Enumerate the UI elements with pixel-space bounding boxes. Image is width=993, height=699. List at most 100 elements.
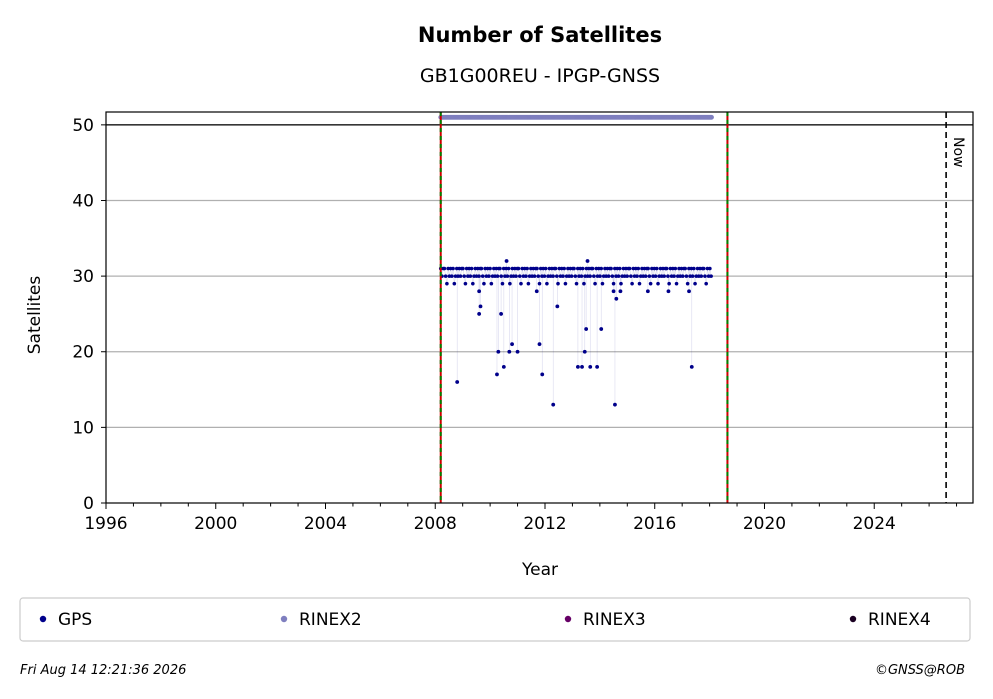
gps-point — [445, 281, 449, 286]
gps-point — [501, 266, 506, 271]
gps-point — [594, 266, 599, 271]
gps-outlier-point — [507, 349, 512, 354]
gps-point — [446, 266, 450, 271]
gps-point — [468, 274, 473, 278]
gps-point — [498, 266, 502, 271]
gps-point — [646, 266, 650, 271]
gps-point — [505, 274, 510, 278]
gps-connecting-line — [440, 260, 712, 405]
gps-point — [456, 274, 460, 278]
gps-point — [500, 281, 505, 286]
gps-point — [453, 274, 458, 278]
x-tick-label-2008: 2008 — [414, 514, 457, 534]
gps-point — [548, 274, 553, 278]
gps-point — [484, 274, 489, 278]
gps-point — [475, 266, 480, 271]
gps-point — [606, 274, 611, 278]
gps-outlier-point — [540, 372, 545, 377]
gps-point — [499, 274, 504, 278]
gps-point — [480, 274, 485, 278]
gps-point — [666, 274, 670, 278]
gps-point — [504, 266, 508, 271]
gps-outlier-point — [551, 402, 556, 407]
gps-outlier-point — [689, 364, 694, 369]
gps-point — [553, 266, 558, 271]
gps-point — [708, 266, 712, 271]
gps-point — [540, 274, 544, 278]
gps-point — [527, 274, 532, 278]
gps-point — [685, 281, 690, 286]
legend-marker-rinex3 — [564, 615, 572, 623]
gps-point — [569, 274, 574, 278]
legend-label-rinex3: RINEX3 — [583, 610, 646, 630]
gps-point — [621, 266, 626, 271]
gps-point — [638, 274, 643, 278]
gps-point — [642, 266, 647, 271]
gps-point — [619, 281, 623, 286]
gps-outlier-point — [477, 289, 482, 294]
gps-point — [661, 266, 665, 271]
gps-point — [495, 274, 500, 278]
legend: GPS RINEX2 RINEX3 RINEX4 — [39, 610, 931, 630]
chart-title: Number of Satellites — [418, 23, 662, 47]
gps-point — [513, 266, 517, 271]
gps-point — [622, 274, 627, 278]
gps-point — [522, 266, 527, 271]
gps-point — [566, 266, 570, 271]
gps-point — [671, 266, 675, 271]
gps-point — [706, 274, 711, 278]
gps-outlier-point — [580, 364, 584, 369]
gps-point — [487, 274, 491, 278]
gps-point — [587, 266, 591, 271]
gps-point — [634, 266, 638, 271]
chart-subtitle: GB1G00REU - IPGP-GNSS — [420, 65, 660, 87]
gps-point — [703, 274, 707, 278]
gps-point — [605, 266, 610, 271]
gps-point — [511, 274, 516, 278]
gps-point — [614, 274, 618, 278]
gps-point — [493, 274, 497, 278]
gps-point — [535, 266, 539, 271]
gps-point — [529, 266, 533, 271]
gps-point — [452, 281, 457, 286]
gps-point — [610, 274, 615, 278]
gps-point — [627, 266, 632, 271]
x-tick-label-2012: 2012 — [523, 514, 566, 534]
gps-point — [615, 266, 620, 271]
gps-point — [592, 274, 596, 278]
gps-point — [688, 274, 692, 278]
gps-point — [508, 281, 512, 286]
gps-point — [447, 274, 452, 278]
gps-point — [588, 274, 592, 278]
gps-point — [593, 281, 597, 286]
gps-outlier-point — [555, 304, 560, 309]
gps-point — [690, 274, 695, 278]
gps-point — [537, 281, 542, 286]
gps-point — [577, 274, 581, 278]
gps-point — [543, 266, 548, 271]
x-axis-label: Year — [521, 560, 558, 580]
gps-point — [667, 281, 671, 286]
gps-point — [464, 266, 469, 271]
gps-point — [490, 274, 495, 278]
gps-point — [542, 274, 547, 278]
gps-point — [479, 266, 484, 271]
gps-outlier-point — [666, 289, 671, 294]
gps-point — [616, 274, 621, 278]
gps-point — [545, 281, 549, 286]
gps-point — [709, 274, 713, 278]
gps-point — [613, 266, 617, 271]
legend-marker-rinex4 — [849, 615, 857, 623]
gps-outlier-point — [534, 289, 539, 294]
gps-point — [538, 266, 543, 271]
gps-point — [573, 274, 578, 278]
gps-point — [647, 274, 652, 278]
gps-point — [692, 266, 696, 271]
gps-point — [488, 266, 492, 271]
gps-point — [578, 266, 583, 271]
gps-outlier-point — [477, 312, 482, 316]
gps-point — [551, 274, 555, 278]
y-axis-ticks: 0 10 20 30 40 50 — [72, 116, 106, 514]
gps-point — [648, 281, 653, 286]
gps-point — [579, 274, 584, 278]
